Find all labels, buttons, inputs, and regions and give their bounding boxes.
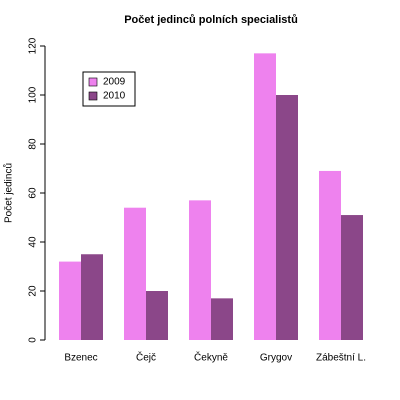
bar — [146, 291, 168, 340]
x-tick-label: Čejč — [136, 351, 156, 364]
bar — [189, 200, 211, 340]
x-tick-label: Bzenec — [64, 353, 97, 364]
y-tick-label: 60 — [28, 187, 39, 199]
x-tick-label: Grygov — [260, 353, 292, 364]
y-axis-label: Počet jedinců — [3, 163, 15, 223]
bar — [211, 298, 233, 340]
legend-box — [82, 71, 136, 107]
y-tick-label: 0 — [28, 337, 39, 343]
y-tick-label: 20 — [28, 285, 39, 297]
bar — [254, 53, 276, 340]
x-tick-label: Zábeštní L. — [316, 353, 366, 364]
bar — [59, 261, 81, 340]
y-tick-label: 120 — [28, 37, 39, 54]
legend-label: 2009 — [103, 77, 126, 88]
chart-title: Počet jedinců polních specialistů — [124, 14, 298, 26]
y-tick-label: 80 — [28, 138, 39, 150]
y-tick-label: 40 — [28, 236, 39, 248]
legend-swatch — [88, 77, 98, 87]
legend-swatch — [88, 91, 98, 101]
bar — [341, 215, 363, 340]
bar — [124, 207, 146, 340]
bar — [319, 170, 341, 340]
bar — [81, 254, 103, 340]
y-tick-label: 100 — [28, 86, 39, 103]
legend-label: 2010 — [103, 91, 126, 102]
x-tick-label: Čekyně — [194, 351, 228, 364]
bar — [276, 95, 298, 340]
